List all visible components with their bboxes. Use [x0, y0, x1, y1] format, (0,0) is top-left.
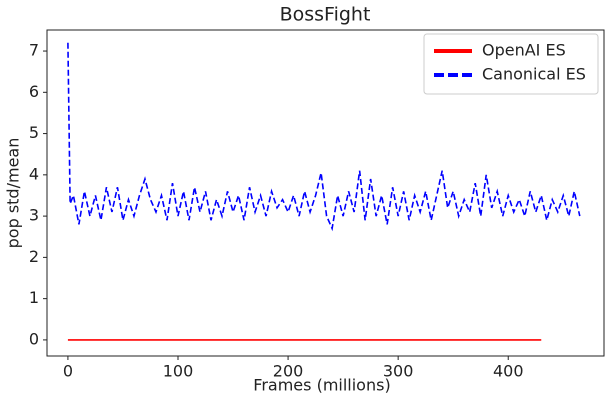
- x-tick-label: 200: [273, 362, 304, 381]
- chart-title: BossFight: [280, 4, 371, 26]
- x-tick-label: 100: [163, 362, 194, 381]
- y-tick-label: 3: [29, 206, 39, 225]
- legend-label: Canonical ES: [482, 65, 586, 84]
- y-tick-label: 5: [29, 123, 39, 142]
- y-tick-label: 2: [29, 247, 39, 266]
- y-tick-label: 7: [29, 41, 39, 60]
- y-tick-label: 4: [29, 164, 39, 183]
- x-tick-label: 0: [63, 362, 73, 381]
- y-tick-label: 1: [29, 288, 39, 307]
- x-axis-label: Frames (millions): [253, 376, 390, 395]
- legend-label: OpenAI ES: [482, 41, 566, 60]
- x-tick-label: 400: [493, 362, 524, 381]
- y-axis-label: pop std/mean: [4, 138, 23, 249]
- plot-frame: [46, 29, 605, 357]
- series-line: [67, 42, 581, 232]
- y-tick-label: 6: [29, 82, 39, 101]
- x-tick-label: 300: [383, 362, 414, 381]
- y-tick-label: 0: [29, 329, 39, 348]
